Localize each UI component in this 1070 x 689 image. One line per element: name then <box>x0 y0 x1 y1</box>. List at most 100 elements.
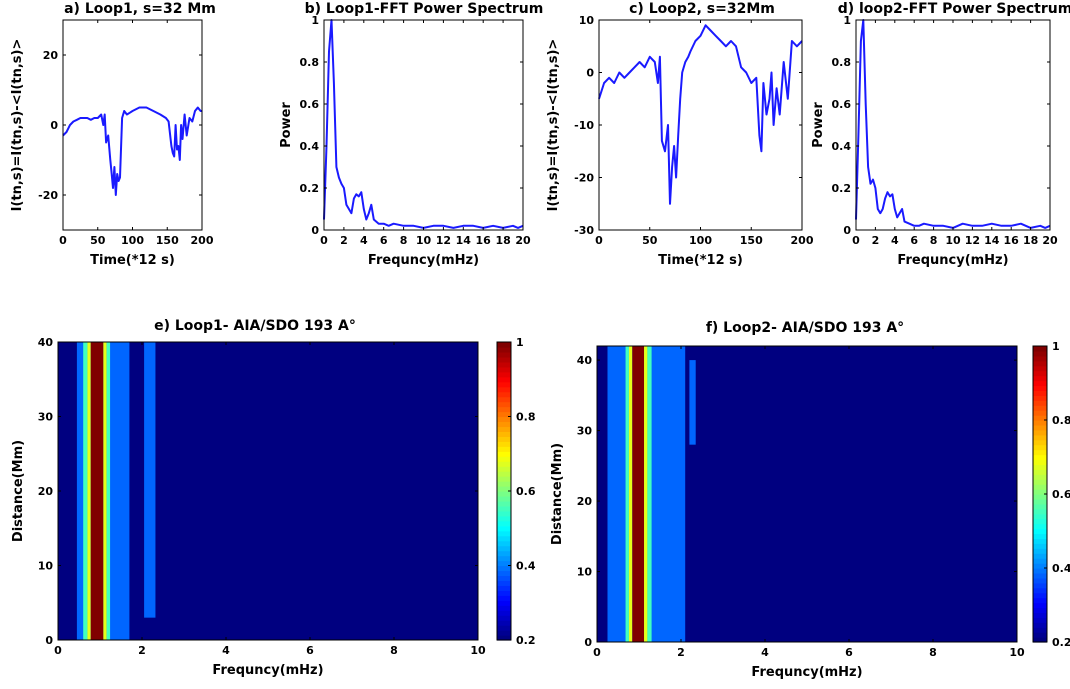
colorbar-tick-label: 0.4 <box>1052 562 1070 575</box>
colorbar-cell <box>1033 627 1047 633</box>
colorbar-cell <box>1033 563 1047 569</box>
colorbar-cell <box>497 530 511 537</box>
colorbar-cell <box>497 436 511 442</box>
colorbar-cell <box>1033 434 1047 441</box>
panel-c: 0 50 100 150 200 -30 -20 -10 0 10 c) Loop2, s=32Mm… <box>546 1 814 268</box>
heatmap-band <box>628 346 633 642</box>
series-line <box>323 19 524 229</box>
colorbar-cell <box>497 600 511 606</box>
y-tick-label: 0 <box>584 636 592 649</box>
colorbar-cell <box>497 401 511 408</box>
heatmap-band <box>625 346 629 642</box>
x-tick-label: 14 <box>984 234 1000 247</box>
colorbar-cell <box>497 625 511 631</box>
x-tick-label: 4 <box>891 234 899 247</box>
y-tick-label: 0.4 <box>300 140 320 153</box>
colorbar-cell <box>497 560 511 567</box>
x-tick-label: 6 <box>380 234 388 247</box>
colorbar-cell <box>497 595 511 601</box>
x-tick-label: 0 <box>320 234 328 247</box>
colorbar-cell <box>1033 637 1047 643</box>
colorbar-cell <box>497 441 511 447</box>
colorbar-cell <box>497 386 511 393</box>
heatmap-band <box>632 346 645 642</box>
x-tick-label: 14 <box>456 234 472 247</box>
colorbar-cell <box>1033 489 1047 495</box>
y-tick-label: 0 <box>45 634 53 647</box>
colorbar-cell <box>1033 469 1047 475</box>
colorbar-cell <box>497 505 511 512</box>
colorbar-cell <box>1033 568 1047 574</box>
chart-title: f) Loop2- AIA/SDO 193 A° <box>706 320 904 336</box>
colorbar-cell <box>1033 607 1047 613</box>
colorbar-cell <box>1033 548 1047 554</box>
colorbar-cell <box>1033 370 1047 377</box>
x-tick-label: 16 <box>1004 234 1020 247</box>
x-tick-label: 150 <box>740 234 763 247</box>
x-tick-label: 2 <box>138 644 146 657</box>
colorbar-cell <box>1033 528 1047 535</box>
x-tick-label: 4 <box>222 644 230 657</box>
colorbar-cell <box>1033 464 1047 470</box>
colorbar-tick-label: 0.8 <box>1052 414 1070 427</box>
colorbar-cell <box>497 630 511 636</box>
chart-title: c) Loop2, s=32Mm <box>629 1 775 17</box>
x-tick-label: 150 <box>156 234 179 247</box>
y-tick-label: 10 <box>38 560 54 573</box>
chart-title: b) Loop1-FFT Power Spectrum <box>305 1 544 17</box>
colorbar-cell <box>497 421 511 428</box>
x-axis-label: Frequncy(mHz) <box>212 663 323 678</box>
chart-title: e) Loop1- AIA/SDO 193 A° <box>154 318 356 334</box>
y-axis-label: I(tn,s)=I(tn,s)-<I(tn,s)> <box>546 39 561 212</box>
colorbar-cell <box>1033 400 1047 406</box>
colorbar-cell <box>497 346 511 353</box>
y-tick-label: 10 <box>577 566 593 579</box>
colorbar-cell <box>497 585 511 591</box>
colorbar-tick-label: 0.6 <box>516 485 536 498</box>
colorbar-cell <box>1033 385 1047 391</box>
colorbar-cell <box>497 580 511 586</box>
colorbar-cell <box>1033 592 1047 599</box>
colorbar-cell <box>1033 415 1047 421</box>
y-tick-label: 1 <box>311 14 319 27</box>
x-tick-label: 8 <box>390 644 398 657</box>
x-tick-label: 2 <box>340 234 348 247</box>
colorbar-cell <box>1033 355 1047 362</box>
x-tick-label: 4 <box>761 646 769 659</box>
colorbar-cell <box>1033 405 1047 411</box>
x-tick-label: 20 <box>515 234 531 247</box>
y-tick-label: 20 <box>577 495 593 508</box>
x-axis-label: Frequncy(mHz) <box>897 253 1008 268</box>
x-tick-label: 100 <box>121 234 144 247</box>
colorbar-tick-label: 0.8 <box>516 411 536 424</box>
colorbar-cell <box>497 381 511 388</box>
heatmap-band <box>644 346 648 642</box>
colorbar-cell <box>1033 602 1047 609</box>
colorbar-cell <box>497 486 511 492</box>
y-tick-label: -20 <box>38 189 58 202</box>
y-tick-label: 0 <box>311 224 319 237</box>
colorbar-cell <box>1033 365 1047 372</box>
colorbar-cell <box>1033 454 1047 461</box>
y-axis-label: Power <box>279 102 294 148</box>
chart-title: d) loop2-FFT Power Spectrum <box>838 1 1070 17</box>
colorbar-cell <box>497 535 511 542</box>
x-tick-label: 16 <box>476 234 492 247</box>
colorbar-cell <box>497 371 511 378</box>
colorbar-tick-label: 0.2 <box>1052 636 1070 649</box>
x-tick-label: 0 <box>59 234 67 247</box>
x-tick-label: 200 <box>791 234 814 247</box>
heatmap-band <box>103 342 107 640</box>
y-tick-label: -20 <box>574 172 594 185</box>
y-tick-label: 40 <box>38 336 54 349</box>
x-tick-label: 50 <box>90 234 106 247</box>
x-tick-label: 12 <box>965 234 980 247</box>
colorbar-cell <box>497 466 511 472</box>
x-axis-label: Time(*12 s) <box>658 253 743 268</box>
colorbar-cell <box>1033 494 1047 500</box>
y-tick-label: 10 <box>579 14 595 27</box>
colorbar-cell <box>497 555 511 562</box>
colorbar-cell <box>497 620 511 626</box>
y-tick-label: 30 <box>577 425 593 438</box>
